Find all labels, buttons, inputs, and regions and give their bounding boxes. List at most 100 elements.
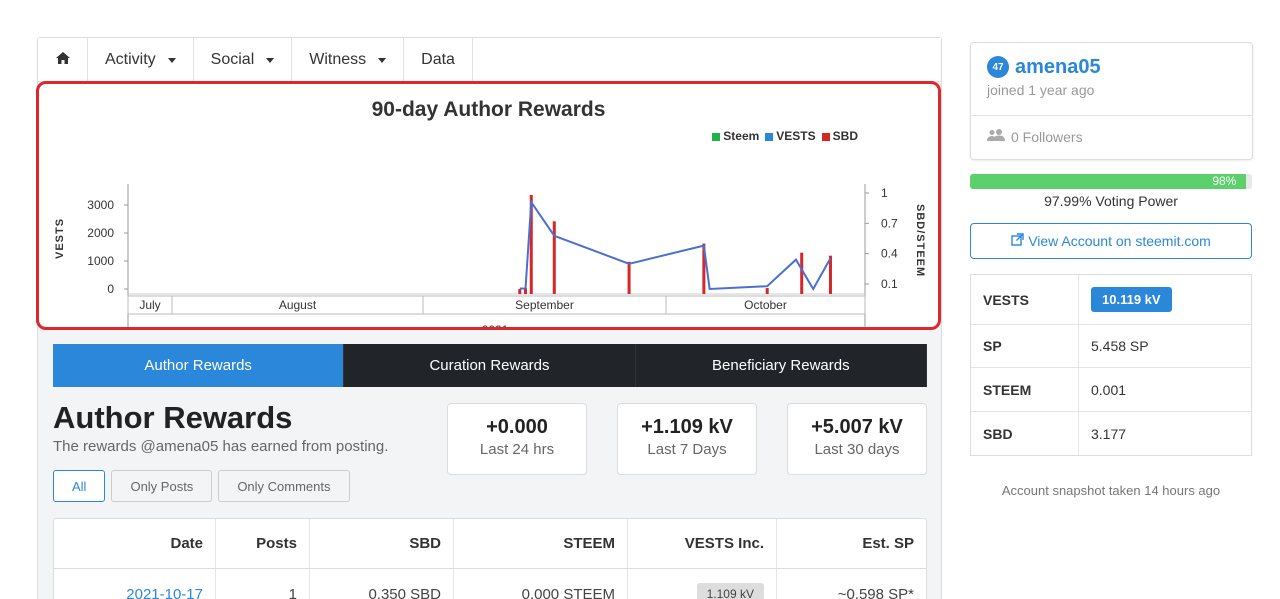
legend-vests[interactable]: VESTS — [765, 129, 816, 143]
stat-value: +5.007 kV — [811, 416, 903, 438]
month-label: July — [139, 298, 160, 312]
legend-sbd[interactable]: SBD — [821, 129, 858, 143]
y2-tick-label: 1 — [881, 186, 888, 200]
vests-pill: 10.119 kV — [1091, 287, 1172, 312]
stat-label: Last 30 days — [814, 441, 900, 458]
col-steem[interactable]: STEEM — [454, 519, 628, 568]
nav-data-label: Data — [421, 51, 455, 68]
sbd-bar — [529, 195, 533, 294]
sbd-bar — [702, 243, 706, 294]
legend-steem[interactable]: Steem — [712, 129, 759, 143]
reputation-badge: 47 — [987, 56, 1009, 78]
stat-value: +1.109 kV — [641, 416, 733, 438]
followers-label: 0 Followers — [1011, 129, 1083, 145]
reward-tabs: Author Rewards Curation Rewards Benefici… — [53, 344, 927, 387]
col-posts[interactable]: Posts — [216, 519, 310, 568]
balance-row-sbd: SBD 3.177 — [971, 412, 1251, 455]
view-account-button[interactable]: View Account on steemit.com — [970, 223, 1252, 259]
vests-badge: 1.109 kV — [696, 583, 764, 599]
stat-value: +0.000 — [486, 416, 548, 438]
legend-steem-label: Steem — [723, 129, 760, 143]
y-tick-label: 1000 — [87, 254, 114, 268]
view-account-label: View Account on steemit.com — [1028, 233, 1211, 249]
balance-row-vests: VESTS 10.119 kV — [971, 275, 1251, 325]
y2-axis-label: SBD/STEEM — [914, 204, 926, 277]
caret-down-icon — [167, 57, 176, 63]
stat-last-7-days: +1.109 kV Last 7 Days — [617, 403, 757, 475]
sbd-bar — [800, 252, 804, 294]
balance-key: SP — [971, 325, 1079, 367]
stat-label: Last 7 Days — [647, 441, 727, 458]
month-label: September — [515, 298, 574, 312]
filter-posts-button[interactable]: Only Posts — [111, 470, 213, 502]
username-link[interactable]: amena05 — [1015, 56, 1101, 78]
voting-power-label: 97.99% Voting Power — [1044, 193, 1178, 209]
caret-down-icon — [266, 57, 275, 63]
sbd-bar — [765, 288, 769, 294]
y-axis-label: VESTS — [54, 218, 66, 259]
col-date[interactable]: Date — [54, 519, 216, 568]
caret-down-icon — [378, 57, 387, 63]
row-sbd: 0.350 SBD — [310, 569, 454, 599]
external-link-icon — [1011, 233, 1024, 249]
followers[interactable]: 0 Followers — [987, 129, 1083, 145]
row-posts: 1 — [216, 569, 310, 599]
snapshot-note: Account snapshot taken 14 hours ago — [1001, 483, 1221, 498]
voting-power-bar: 98% — [970, 174, 1252, 189]
balance-key: SBD — [971, 412, 1079, 455]
tab-author-rewards[interactable]: Author Rewards — [53, 344, 345, 387]
nav-data[interactable]: Data — [404, 38, 473, 82]
sbd-bar — [627, 261, 631, 294]
filter-all-button[interactable]: All — [53, 470, 106, 502]
home-button[interactable] — [38, 38, 88, 82]
year-label: 2021 — [482, 323, 509, 327]
home-icon — [55, 51, 71, 70]
rewards-heading: Author Rewards — [53, 400, 293, 435]
month-label: October — [744, 298, 787, 312]
sbd-bar — [552, 221, 556, 294]
table-header: Date Posts SBD STEEM VESTS Inc. Est. SP — [54, 519, 926, 569]
nav-witness[interactable]: Witness — [292, 38, 405, 82]
month-label: August — [279, 298, 317, 312]
vests-line — [519, 199, 832, 292]
y2-tick-label: 0.4 — [881, 247, 898, 261]
rewards-subtitle: The rewards @amena05 has earned from pos… — [53, 438, 389, 455]
balance-value: 10.119 kV — [1079, 275, 1251, 324]
sbd-bar — [518, 289, 522, 294]
row-steem: 0.000 STEEM — [454, 569, 628, 599]
balances-table: VESTS 10.119 kV SP 5.458 SP STEEM 0.001 … — [970, 274, 1252, 456]
profile-card: 47 amena05 joined 1 year ago 0 Followers — [970, 42, 1253, 160]
top-nav: Activity Social Witness Data — [38, 38, 941, 82]
nav-activity-label: Activity — [105, 51, 156, 68]
joined-text: joined 1 year ago — [987, 82, 1095, 98]
nav-activity[interactable]: Activity — [88, 38, 194, 82]
balance-row-sp: SP 5.458 SP — [971, 325, 1251, 368]
col-est-sp[interactable]: Est. SP — [862, 535, 914, 552]
y2-tick-label: 0.7 — [881, 216, 898, 230]
col-sbd[interactable]: SBD — [310, 519, 454, 568]
filter-comments-button[interactable]: Only Comments — [218, 470, 350, 502]
nav-social-label: Social — [210, 51, 255, 68]
balance-value: 5.458 SP — [1091, 338, 1149, 354]
author-rewards-chart: 90-day Author Rewards Steem VESTS SBD 30… — [36, 81, 941, 330]
users-icon — [987, 129, 1005, 145]
balance-value: 0.001 — [1091, 381, 1127, 398]
sbd-bar — [524, 288, 528, 294]
col-vests[interactable]: VESTS Inc. — [628, 519, 777, 568]
y-tick-label: 2000 — [87, 226, 114, 240]
legend-vests-label: VESTS — [776, 129, 816, 143]
nav-social[interactable]: Social — [194, 38, 293, 82]
nav-witness-label: Witness — [309, 51, 367, 68]
y-tick-label: 3000 — [87, 198, 114, 212]
filter-buttons: All Only Posts Only Comments — [53, 470, 350, 502]
stat-label: Last 24 hrs — [479, 441, 555, 458]
sbd-bar — [828, 255, 832, 294]
chart-plot: 3000 2000 1000 0 1 0.7 0.4 0.1 VESTS SBD/STEEM Jul… — [54, 184, 926, 327]
chart-legend: Steem VESTS SBD — [712, 129, 858, 143]
legend-sbd-label: SBD — [832, 129, 858, 143]
rewards-table: Date Posts SBD STEEM VESTS Inc. Est. SP … — [53, 518, 927, 599]
row-date-link[interactable]: 2021-10-17 — [54, 569, 216, 599]
tab-beneficiary-rewards[interactable]: Beneficiary Rewards — [635, 344, 927, 387]
y-tick-label: 0 — [107, 282, 114, 296]
tab-curation-rewards[interactable]: Curation Rewards — [344, 344, 636, 387]
